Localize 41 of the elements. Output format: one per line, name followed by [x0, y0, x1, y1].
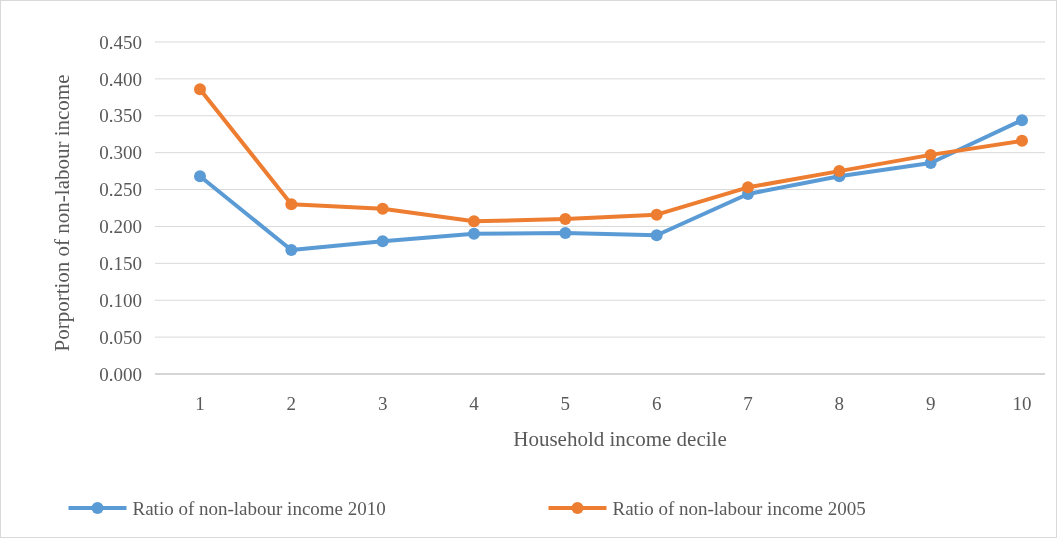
x-tick-label: 7	[743, 393, 753, 414]
point	[650, 208, 663, 221]
point	[468, 227, 480, 240]
x-tick-label: 9	[925, 393, 936, 414]
y-tick-label: 0.250	[99, 179, 142, 201]
point	[376, 202, 389, 215]
point	[742, 181, 754, 194]
legend-label: Ratio of non-labour income 2010	[132, 497, 386, 519]
point	[924, 148, 937, 161]
y-tick-label: 0.150	[99, 252, 142, 274]
point	[194, 170, 206, 183]
point	[468, 215, 480, 228]
y-tick-label: 0.000	[99, 363, 142, 385]
y-tick-label: 0.050	[99, 326, 142, 348]
point	[285, 198, 298, 211]
x-axis-title: Household income decile	[513, 427, 727, 451]
x-tick-label: 4	[469, 393, 480, 414]
y-tick-label: 0.200	[99, 216, 142, 238]
x-tick-label: 8	[834, 393, 845, 414]
point	[1016, 134, 1028, 147]
point	[1016, 114, 1028, 127]
y-tick-label: 0.400	[99, 68, 142, 90]
legend-label: Ratio of non-labour income 2005	[612, 497, 866, 519]
y-tick-label: 0.350	[99, 105, 142, 127]
point	[559, 227, 572, 240]
x-tick-label: 10	[1012, 393, 1032, 414]
y-axis-title: Porportion of non-labour income	[50, 74, 74, 352]
x-tick-label: 1	[195, 393, 205, 414]
x-tick-label: 6	[651, 393, 662, 414]
point	[376, 235, 389, 248]
x-tick-label: 2	[286, 393, 297, 414]
y-tick-label: 0.100	[99, 289, 142, 311]
point	[559, 213, 572, 226]
point	[833, 165, 846, 178]
point	[285, 244, 298, 257]
point	[194, 83, 206, 96]
x-tick-label: 5	[560, 393, 571, 414]
y-tick-label: 0.300	[99, 142, 142, 164]
point	[650, 229, 663, 242]
x-tick-label: 3	[377, 393, 388, 414]
y-tick-label: 0.450	[99, 31, 142, 53]
